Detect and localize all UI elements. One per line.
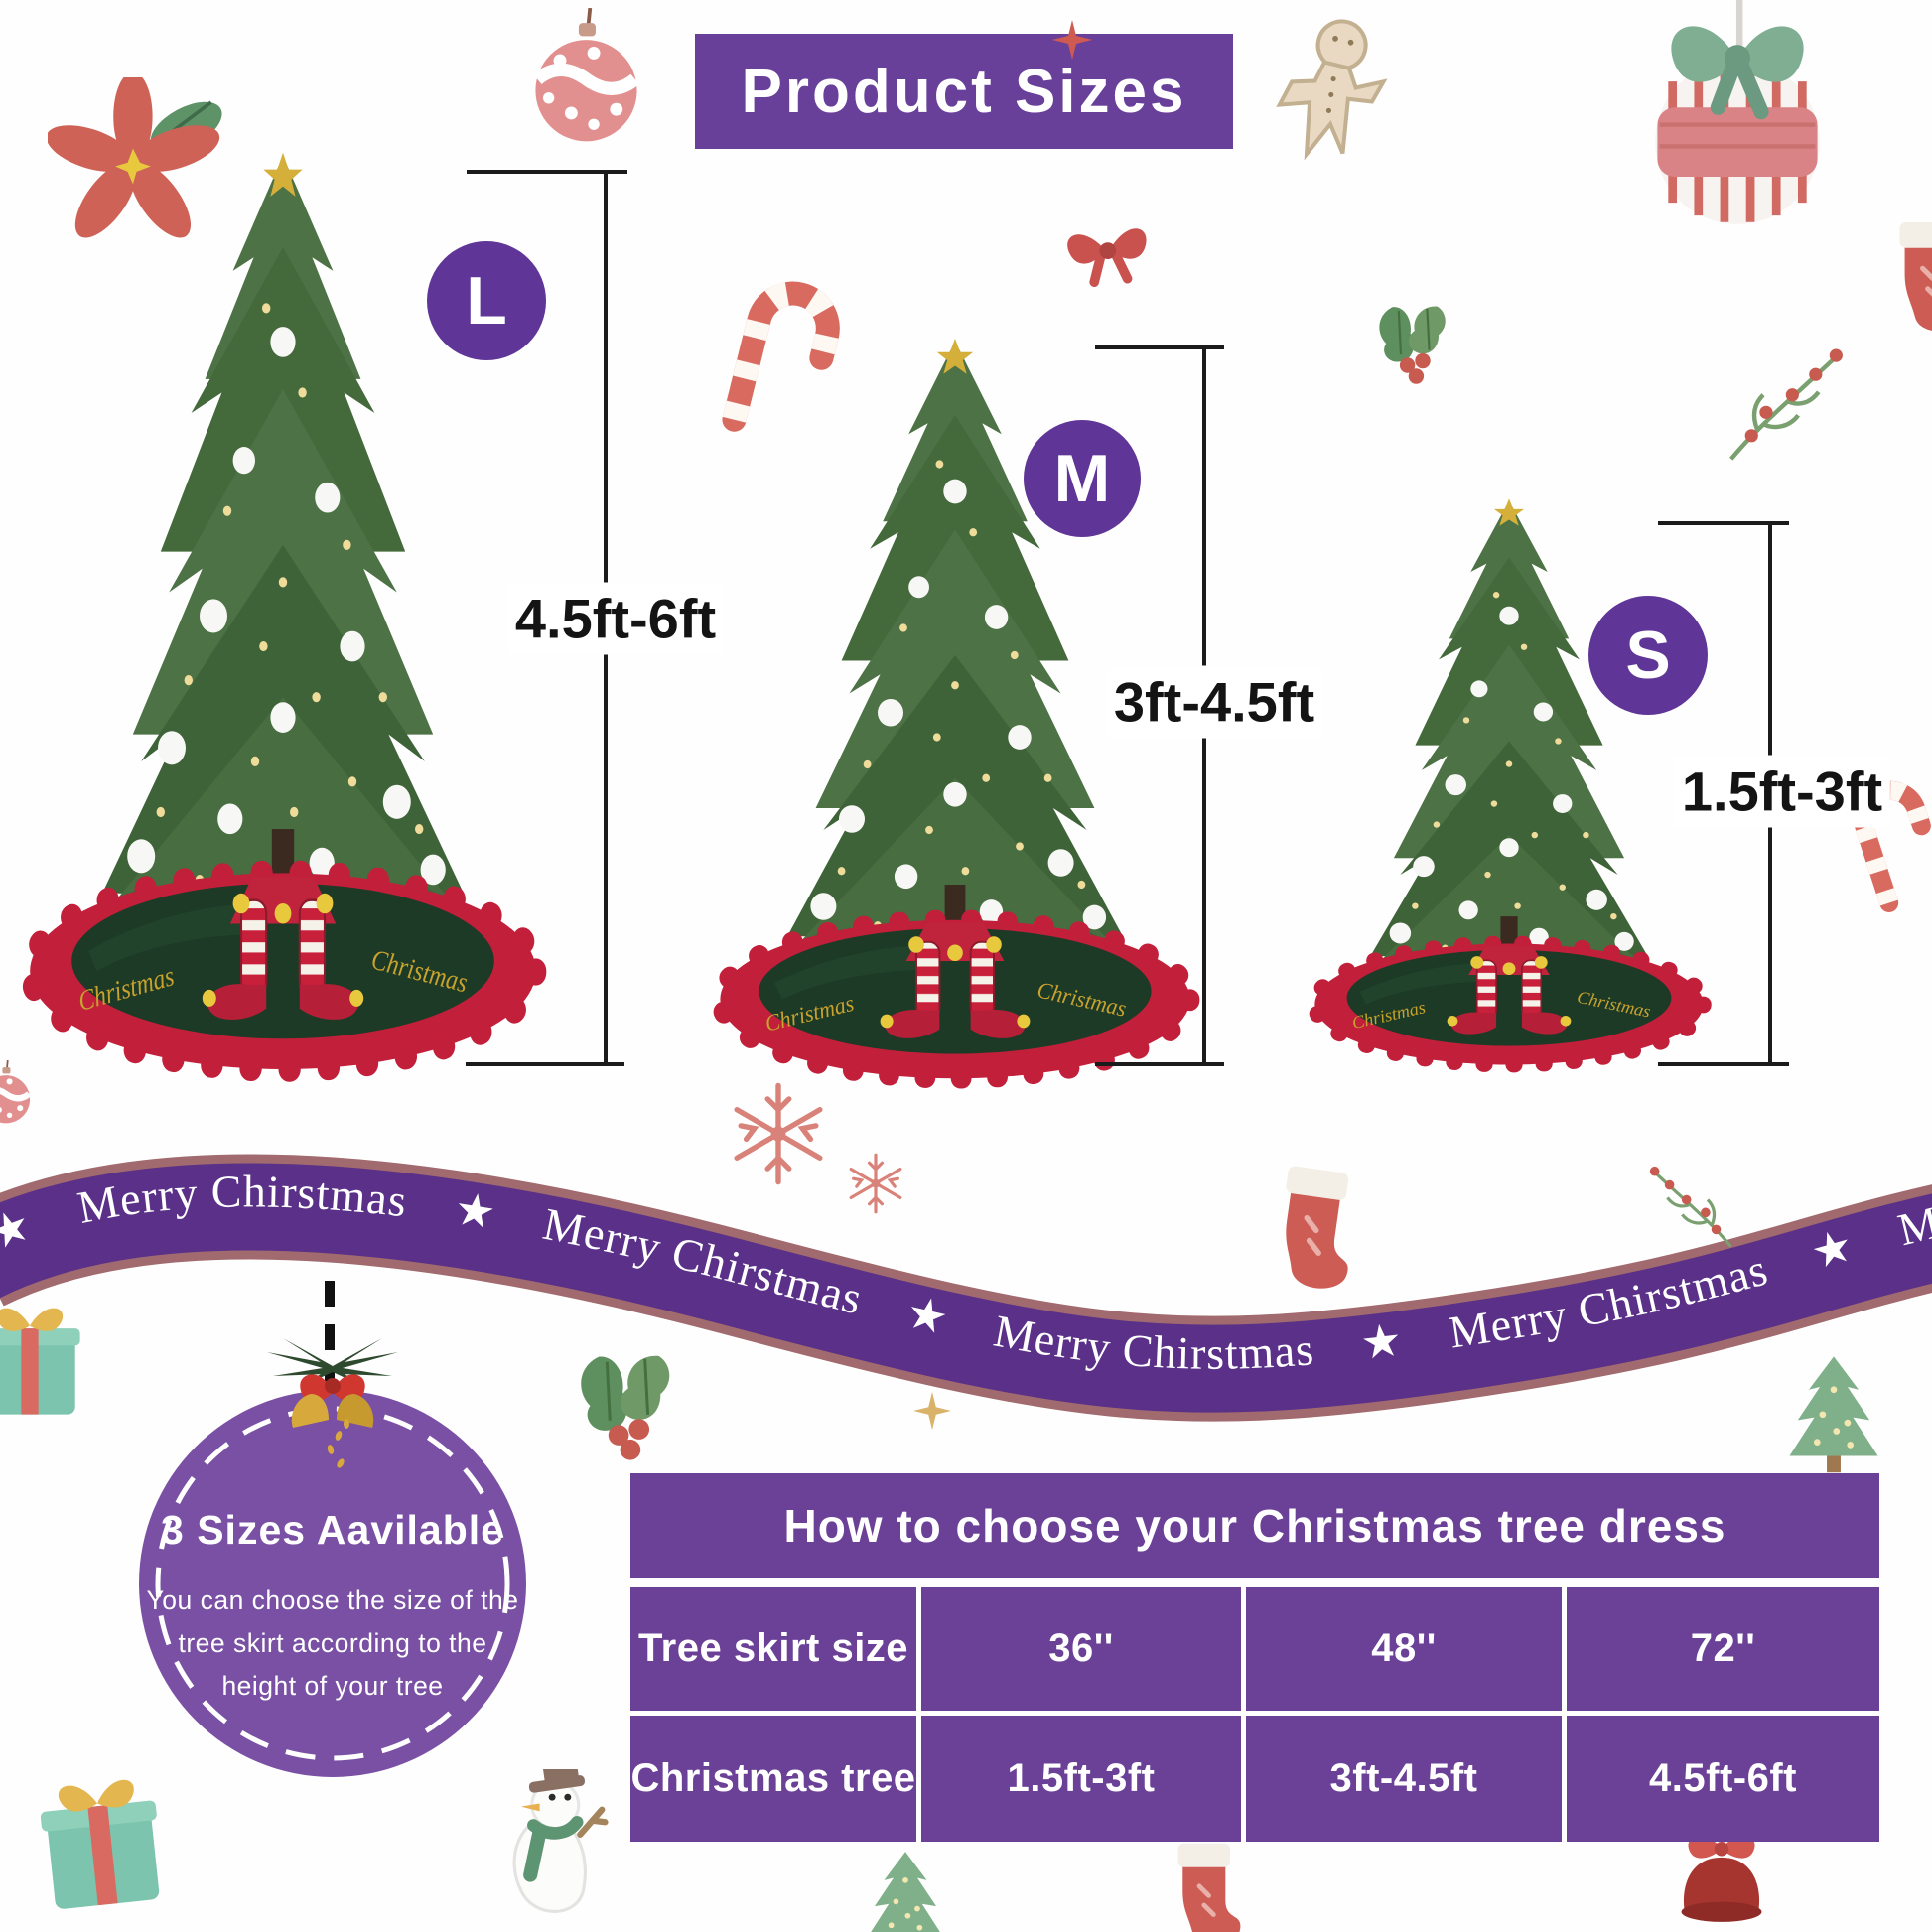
info-line-2: tree skirt according to the xyxy=(178,1628,487,1658)
bracket-s-bottom xyxy=(1658,1062,1789,1066)
bow-ornament-icon xyxy=(1640,0,1835,238)
size-table-title: How to choose your Christmas tree dress xyxy=(783,1499,1726,1552)
table-cell-row-label: Tree skirt size xyxy=(630,1587,916,1711)
size-badge-l-letter: L xyxy=(466,263,507,339)
size-range-label-l: 4.5ft-6ft xyxy=(506,582,725,655)
red-bow-icon xyxy=(1057,213,1160,293)
table-cell: 1.5ft-3ft xyxy=(921,1716,1241,1842)
table-cell: 72'' xyxy=(1567,1587,1879,1711)
sparkle-icon xyxy=(913,1392,951,1430)
info-line-1: You can choose the size of the xyxy=(146,1586,519,1615)
berry-sprig-icon xyxy=(1720,340,1851,471)
size-badge-s-letter: S xyxy=(1625,618,1671,693)
size-table-grid: Tree skirt size 36'' 48'' 72'' Christmas… xyxy=(630,1587,1879,1842)
title-banner: Product Sizes xyxy=(695,34,1233,149)
size-range-label-m: 3ft-4.5ft xyxy=(1105,665,1323,739)
gift-box-icon xyxy=(31,1763,172,1920)
berry-sprig-icon xyxy=(1636,1160,1747,1255)
bracket-m-bottom xyxy=(1095,1062,1224,1066)
size-badge-m-letter: M xyxy=(1053,441,1111,516)
holly-icon xyxy=(566,1342,683,1469)
merry-christmas-ribbon: ★ Merry Chirstmas ★ Merry Chirstmas ★ Me… xyxy=(0,1112,1932,1422)
holly-icon xyxy=(1368,296,1455,391)
dashed-border xyxy=(155,1406,510,1761)
table-cell: 48'' xyxy=(1246,1587,1562,1711)
snowflake-icon xyxy=(844,1152,907,1215)
size-table: How to choose your Christmas tree dress … xyxy=(630,1473,1879,1842)
snowflake-icon xyxy=(725,1080,832,1187)
size-table-header: How to choose your Christmas tree dress xyxy=(630,1473,1879,1578)
table-cell: 4.5ft-6ft xyxy=(1567,1716,1879,1842)
bracket-l-bottom xyxy=(466,1062,624,1066)
table-cell: 36'' xyxy=(921,1587,1241,1711)
tree-icon xyxy=(856,1845,955,1932)
gift-box-icon xyxy=(0,1297,85,1422)
stocking-icon xyxy=(1162,1839,1249,1932)
info-circle: 3 Sizes Aavilable You can choose the siz… xyxy=(139,1390,526,1777)
info-circle-title: 3 Sizes Aavilable xyxy=(161,1507,504,1553)
gingerbread-man-icon xyxy=(1256,0,1404,186)
snowman-icon xyxy=(486,1769,612,1931)
ornament-ball-icon xyxy=(519,8,653,147)
table-cell-row-label: Christmas tree xyxy=(630,1716,916,1842)
hanger-dashed-line xyxy=(325,1281,335,1398)
bells-and-bow-icon xyxy=(243,1332,422,1481)
size-badge-m: M xyxy=(1024,420,1141,537)
stocking-icon xyxy=(1251,1157,1375,1298)
tree-icon xyxy=(1775,1348,1892,1475)
table-cell: 3ft-4.5ft xyxy=(1246,1716,1562,1842)
size-range-label-s: 1.5ft-3ft xyxy=(1673,755,1891,828)
bell-ornament-icon xyxy=(1648,1829,1795,1932)
page-title: Product Sizes xyxy=(741,57,1187,126)
tree-small-photo xyxy=(1296,490,1723,1075)
info-circle-body: You can choose the size of the tree skir… xyxy=(139,1580,526,1708)
poinsettia-icon xyxy=(35,77,238,246)
stocking-icon xyxy=(1884,216,1932,336)
size-badge-l: L xyxy=(427,241,546,360)
bracket-m-top xyxy=(1095,345,1224,349)
info-line-3: height of your tree xyxy=(221,1671,444,1701)
bracket-s-top xyxy=(1658,521,1789,525)
sparkle-icon xyxy=(1052,20,1092,60)
bracket-l-top xyxy=(467,170,627,174)
ornament-ball-icon xyxy=(0,1060,38,1126)
size-badge-s: S xyxy=(1588,596,1708,715)
